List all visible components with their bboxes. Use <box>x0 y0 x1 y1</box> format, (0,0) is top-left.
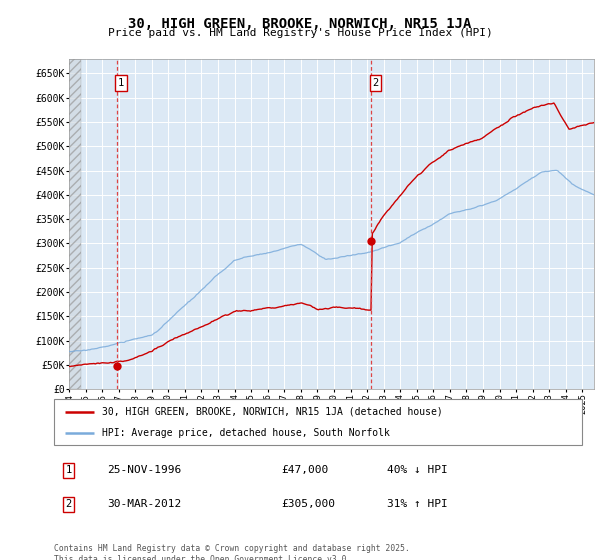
Text: Contains HM Land Registry data © Crown copyright and database right 2025.
This d: Contains HM Land Registry data © Crown c… <box>54 544 410 560</box>
Text: 2: 2 <box>372 78 379 88</box>
Text: 40% ↓ HPI: 40% ↓ HPI <box>386 465 448 475</box>
Text: 30, HIGH GREEN, BROOKE, NORWICH, NR15 1JA (detached house): 30, HIGH GREEN, BROOKE, NORWICH, NR15 1J… <box>101 407 442 417</box>
Bar <box>69 59 82 389</box>
Text: 1: 1 <box>65 465 72 475</box>
Text: 1: 1 <box>118 78 124 88</box>
Text: £305,000: £305,000 <box>281 500 335 509</box>
Text: 2: 2 <box>65 500 72 509</box>
Text: £47,000: £47,000 <box>281 465 328 475</box>
Text: Price paid vs. HM Land Registry's House Price Index (HPI): Price paid vs. HM Land Registry's House … <box>107 28 493 38</box>
Text: 30, HIGH GREEN, BROOKE, NORWICH, NR15 1JA: 30, HIGH GREEN, BROOKE, NORWICH, NR15 1J… <box>128 17 472 31</box>
Text: 30-MAR-2012: 30-MAR-2012 <box>107 500 181 509</box>
FancyBboxPatch shape <box>54 399 582 445</box>
Text: 31% ↑ HPI: 31% ↑ HPI <box>386 500 448 509</box>
Text: HPI: Average price, detached house, South Norfolk: HPI: Average price, detached house, Sout… <box>101 428 389 438</box>
Text: 25-NOV-1996: 25-NOV-1996 <box>107 465 181 475</box>
